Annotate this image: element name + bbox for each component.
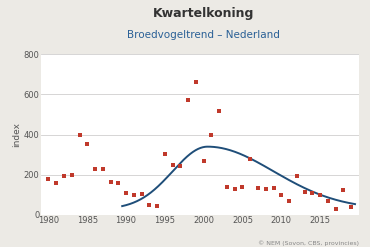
Point bbox=[340, 188, 346, 192]
Point bbox=[147, 203, 152, 207]
Point bbox=[333, 207, 339, 211]
Point bbox=[139, 192, 145, 196]
Point bbox=[154, 204, 160, 208]
Point bbox=[286, 199, 292, 203]
Point bbox=[131, 193, 137, 197]
Point bbox=[77, 133, 83, 137]
Point bbox=[232, 187, 238, 191]
Point bbox=[46, 177, 51, 181]
Point bbox=[294, 174, 300, 178]
Point bbox=[201, 159, 206, 163]
Point bbox=[178, 164, 184, 168]
Point bbox=[263, 187, 269, 191]
Point bbox=[247, 157, 253, 161]
Point bbox=[208, 133, 214, 137]
Text: © NEM (Sovon, CBS, provincies): © NEM (Sovon, CBS, provincies) bbox=[258, 241, 359, 246]
Point bbox=[53, 181, 59, 185]
Point bbox=[123, 191, 129, 195]
Text: Broedvogeltrend – Nederland: Broedvogeltrend – Nederland bbox=[127, 30, 280, 40]
Point bbox=[302, 190, 307, 194]
Text: Kwartelkoning: Kwartelkoning bbox=[153, 7, 254, 21]
Point bbox=[162, 152, 168, 156]
Point bbox=[115, 181, 121, 185]
Point bbox=[224, 185, 230, 189]
Point bbox=[255, 186, 261, 190]
Point bbox=[309, 191, 315, 195]
Point bbox=[270, 186, 276, 190]
Point bbox=[317, 193, 323, 197]
Point bbox=[216, 109, 222, 113]
Point bbox=[108, 180, 114, 184]
Point bbox=[348, 205, 354, 209]
Point bbox=[84, 142, 90, 146]
Point bbox=[278, 193, 284, 197]
Point bbox=[69, 173, 75, 177]
Point bbox=[61, 174, 67, 178]
Point bbox=[325, 199, 331, 203]
Point bbox=[100, 167, 106, 171]
Y-axis label: index: index bbox=[12, 122, 21, 147]
Point bbox=[170, 163, 176, 167]
Point bbox=[193, 81, 199, 84]
Point bbox=[92, 167, 98, 171]
Point bbox=[239, 185, 245, 189]
Point bbox=[185, 99, 191, 103]
